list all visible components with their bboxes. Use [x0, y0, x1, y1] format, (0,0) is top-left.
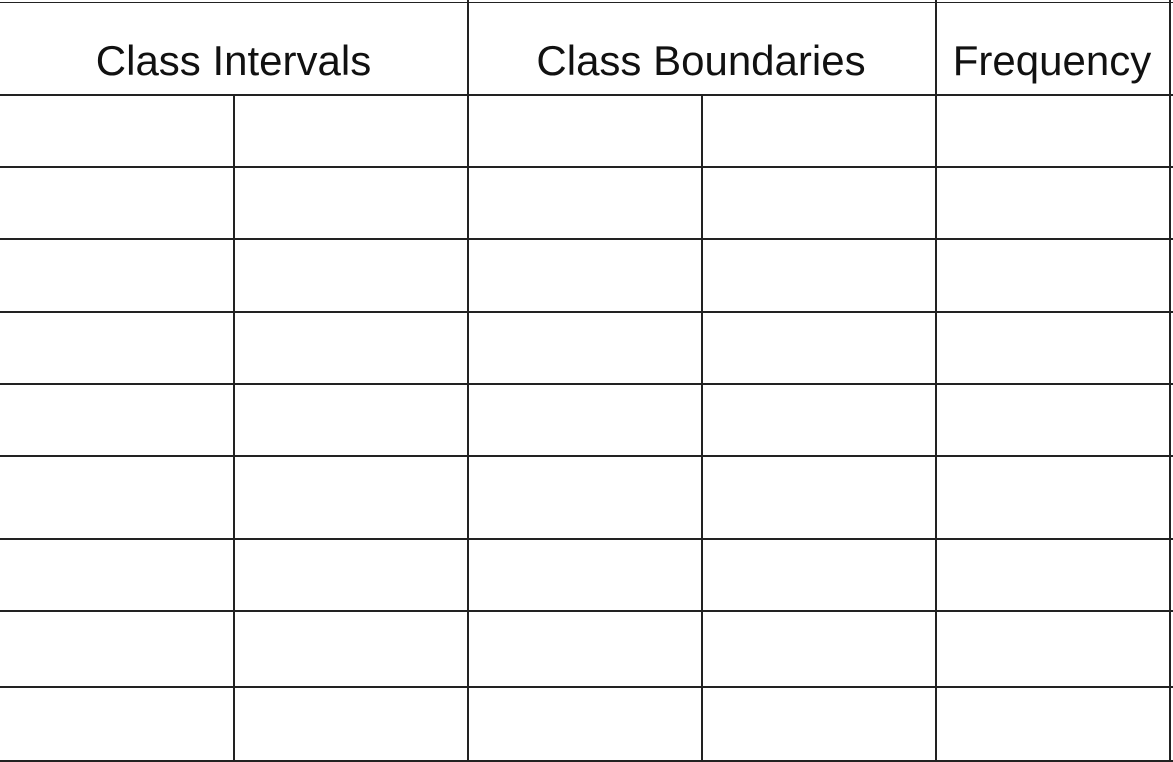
grid-line-horizontal: [0, 238, 1173, 240]
grid-line-vertical: [1169, 0, 1171, 94]
grid-line-horizontal: [0, 383, 1173, 385]
grid-line-horizontal: [0, 311, 1173, 313]
column-header: Class Intervals: [95, 37, 372, 84]
column-header: Frequency: [952, 37, 1152, 84]
grid-line-vertical: [935, 0, 937, 94]
grid-line-horizontal: [0, 166, 1173, 168]
grid-line-horizontal: [0, 538, 1173, 540]
grid-line-vertical: [233, 94, 235, 761]
grid-line-vertical: [1169, 94, 1171, 761]
grid-line-horizontal: [0, 455, 1173, 457]
grid-line-top: [0, 2, 1173, 3]
grid-line-vertical: [467, 94, 469, 761]
grid-line-vertical: [935, 94, 937, 761]
column-header: Class Boundaries: [536, 37, 866, 84]
grid-line-vertical: [467, 0, 469, 94]
grid-line-horizontal: [0, 610, 1173, 612]
grid-line-vertical: [701, 94, 703, 761]
grid-line-horizontal: [0, 686, 1173, 688]
grid-line-horizontal: [0, 94, 1173, 96]
